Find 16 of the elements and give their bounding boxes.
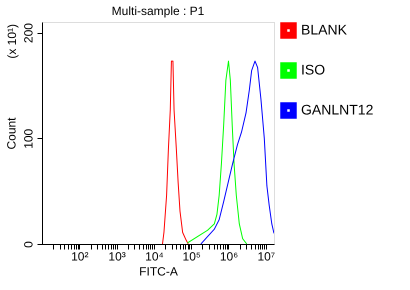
x-tick-label: 10⁷ xyxy=(257,250,276,264)
x-axis-title: FITC-A xyxy=(139,264,178,278)
y-tick-label: 100 xyxy=(22,128,36,149)
y-axis-title: Count xyxy=(4,116,18,150)
x-tick-label: 10² xyxy=(71,250,88,264)
x-tick-label: 10³ xyxy=(108,250,126,264)
legend-label: ISO xyxy=(301,62,326,78)
x-tick-label: 10⁶ xyxy=(220,250,238,264)
y-tick-label: 0 xyxy=(22,240,36,248)
x-tick-label: 10⁵ xyxy=(182,250,201,264)
y-tick-label: 200 xyxy=(22,22,36,44)
chart-title: Multi-sample : P1 xyxy=(112,4,205,18)
legend-label: GANLNT12 xyxy=(301,102,374,118)
x-tick-label: 10⁴ xyxy=(145,250,164,264)
text: (x 10¹) xyxy=(5,24,19,59)
legend-label: BLANK xyxy=(301,22,348,38)
